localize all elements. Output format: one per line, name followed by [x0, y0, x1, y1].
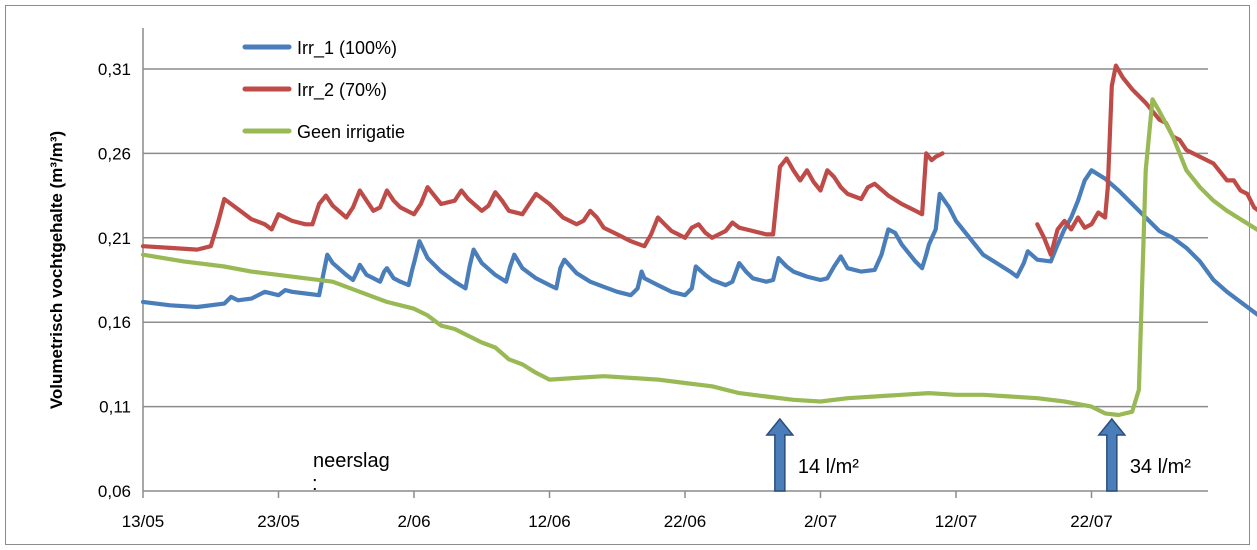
- gridlines: [143, 68, 1208, 408]
- x-tick-label: 23/05: [257, 512, 300, 531]
- legend: Irr_1 (100%) Irr_2 (70%) Geen irrigatie: [242, 38, 405, 142]
- y-tick-label: 0,06: [98, 482, 131, 501]
- y-tick-label: 0,31: [98, 60, 131, 79]
- series-line-1: [140, 168, 1257, 317]
- x-tick-label: 13/05: [122, 512, 165, 531]
- x-tick-label: 12/06: [528, 512, 571, 531]
- legend-label: Irr_2 (70%): [297, 80, 387, 101]
- rain-label: 14 l/m²: [798, 456, 859, 478]
- annotation-colon: :: [312, 473, 318, 495]
- y-tick-label: 0,16: [98, 313, 131, 332]
- legend-label: Geen irrigatie: [297, 122, 405, 142]
- y-tick-label: 0,26: [98, 144, 131, 163]
- rain-label: 34 l/m²: [1130, 456, 1191, 478]
- series-line-3: [140, 97, 1257, 418]
- rain-arrow: [765, 417, 795, 492]
- x-tick-label: 12/07: [935, 512, 978, 531]
- y-tick-label: 0,11: [99, 398, 131, 417]
- rain-arrow: [1097, 417, 1127, 492]
- chart-frame: [5, 5, 1250, 545]
- series-line-2: [1035, 63, 1257, 257]
- legend-label: Irr_1 (100%): [297, 38, 397, 59]
- x-tick-label: 22/06: [664, 512, 707, 531]
- y-tick-label: 0,21: [98, 229, 131, 248]
- x-tick-label: 2/07: [804, 512, 837, 531]
- axes: 0,06 0,11 0,16 0,21 0,26 0,31 13/05 23/05 2/06 12…: [98, 28, 1208, 531]
- x-tick-label: 2/06: [397, 512, 430, 531]
- series: [140, 63, 1257, 418]
- x-tick-label: 22/07: [1070, 512, 1113, 531]
- rain-arrows: 14 l/m² 34 l/m²: [765, 417, 1191, 492]
- annotation-neerslag: neerslag: [313, 450, 390, 472]
- y-axis-label: Volumetrisch vochtgehalte (m³/m³): [47, 131, 66, 409]
- series-line-2: [140, 151, 945, 252]
